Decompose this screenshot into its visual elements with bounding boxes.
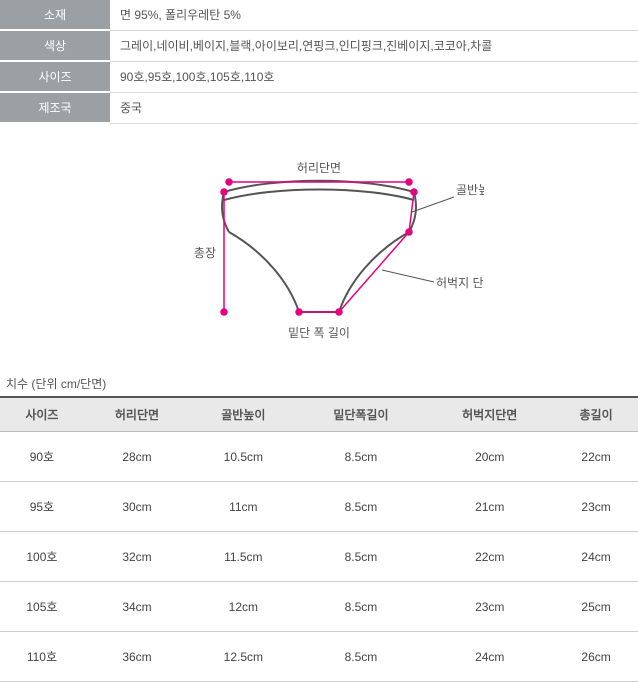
spec-table: 소재 면 95%, 폴리우레탄 5% 색상 그레이,네이비,베이지,블랙,아이보… (0, 0, 638, 124)
size-cell: 24cm (425, 632, 554, 682)
spec-value: 그레이,네이비,베이지,블랙,아이보리,연핑크,인디핑크,진베이지,코코아,차콜 (110, 30, 638, 61)
spec-value: 면 95%, 폴리우레탄 5% (110, 0, 638, 30)
size-table-header: 허벅지단면 (425, 397, 554, 432)
size-cell: 24cm (554, 532, 638, 582)
size-cell: 30cm (84, 482, 190, 532)
underwear-diagram-svg: 허리단면 골반높이 총장 허벅지 단면 밑단 폭 길이 (154, 142, 484, 352)
size-cell: 11cm (190, 482, 296, 532)
spec-value: 90호,95호,100호,105호,110호 (110, 61, 638, 92)
spec-value: 중국 (110, 92, 638, 123)
size-cell: 8.5cm (297, 582, 426, 632)
size-cell: 8.5cm (297, 482, 426, 532)
spec-row: 사이즈 90호,95호,100호,105호,110호 (0, 61, 638, 92)
size-table-row: 90호 28cm 10.5cm 8.5cm 20cm 22cm (0, 432, 638, 482)
diagram-label-hem-width: 밑단 폭 길이 (288, 326, 350, 340)
size-table-row: 105호 34cm 12cm 8.5cm 23cm 25cm (0, 582, 638, 632)
size-table-caption: 치수 (단위 cm/단면) (0, 367, 638, 396)
measurement-diagram: 허리단면 골반높이 총장 허벅지 단면 밑단 폭 길이 (0, 124, 638, 367)
size-cell: 36cm (84, 632, 190, 682)
spec-row: 제조국 중국 (0, 92, 638, 123)
size-table-row: 100호 32cm 11.5cm 8.5cm 22cm 24cm (0, 532, 638, 582)
size-cell: 23cm (554, 482, 638, 532)
size-cell: 8.5cm (297, 432, 426, 482)
size-cell: 34cm (84, 582, 190, 632)
size-cell: 22cm (425, 532, 554, 582)
size-cell: 105호 (0, 582, 84, 632)
spec-label: 색상 (0, 30, 110, 61)
spec-label: 소재 (0, 0, 110, 30)
size-cell: 32cm (84, 532, 190, 582)
size-cell: 28cm (84, 432, 190, 482)
size-cell: 8.5cm (297, 632, 426, 682)
spec-row: 색상 그레이,네이비,베이지,블랙,아이보리,연핑크,인디핑크,진베이지,코코아… (0, 30, 638, 61)
size-cell: 26cm (554, 632, 638, 682)
diagram-label-thigh: 허벅지 단면 (436, 276, 484, 290)
size-table-row: 110호 36cm 12.5cm 8.5cm 24cm 26cm (0, 632, 638, 682)
size-table-header: 밑단폭길이 (297, 397, 426, 432)
size-table-header: 골반높이 (190, 397, 296, 432)
size-cell: 21cm (425, 482, 554, 532)
size-table-header-row: 사이즈 허리단면 골반높이 밑단폭길이 허벅지단면 총길이 (0, 397, 638, 432)
size-cell: 22cm (554, 432, 638, 482)
size-cell: 20cm (425, 432, 554, 482)
size-cell: 100호 (0, 532, 84, 582)
size-table-header: 사이즈 (0, 397, 84, 432)
spec-row: 소재 면 95%, 폴리우레탄 5% (0, 0, 638, 30)
size-cell: 90호 (0, 432, 84, 482)
size-cell: 12.5cm (190, 632, 296, 682)
size-cell: 8.5cm (297, 532, 426, 582)
size-cell: 110호 (0, 632, 84, 682)
diagram-label-waist: 허리단면 (297, 161, 341, 175)
size-cell: 11.5cm (190, 532, 296, 582)
size-cell: 10.5cm (190, 432, 296, 482)
size-table-row: 95호 30cm 11cm 8.5cm 21cm 23cm (0, 482, 638, 532)
spec-label: 제조국 (0, 92, 110, 123)
size-cell: 95호 (0, 482, 84, 532)
size-cell: 23cm (425, 582, 554, 632)
spec-label: 사이즈 (0, 61, 110, 92)
diagram-label-hip-height: 골반높이 (456, 183, 484, 197)
diagram-label-total-length: 총장 (194, 246, 216, 260)
size-table: 사이즈 허리단면 골반높이 밑단폭길이 허벅지단면 총길이 90호 28cm 1… (0, 396, 638, 682)
size-table-header: 총길이 (554, 397, 638, 432)
size-cell: 25cm (554, 582, 638, 632)
size-table-header: 허리단면 (84, 397, 190, 432)
size-cell: 12cm (190, 582, 296, 632)
